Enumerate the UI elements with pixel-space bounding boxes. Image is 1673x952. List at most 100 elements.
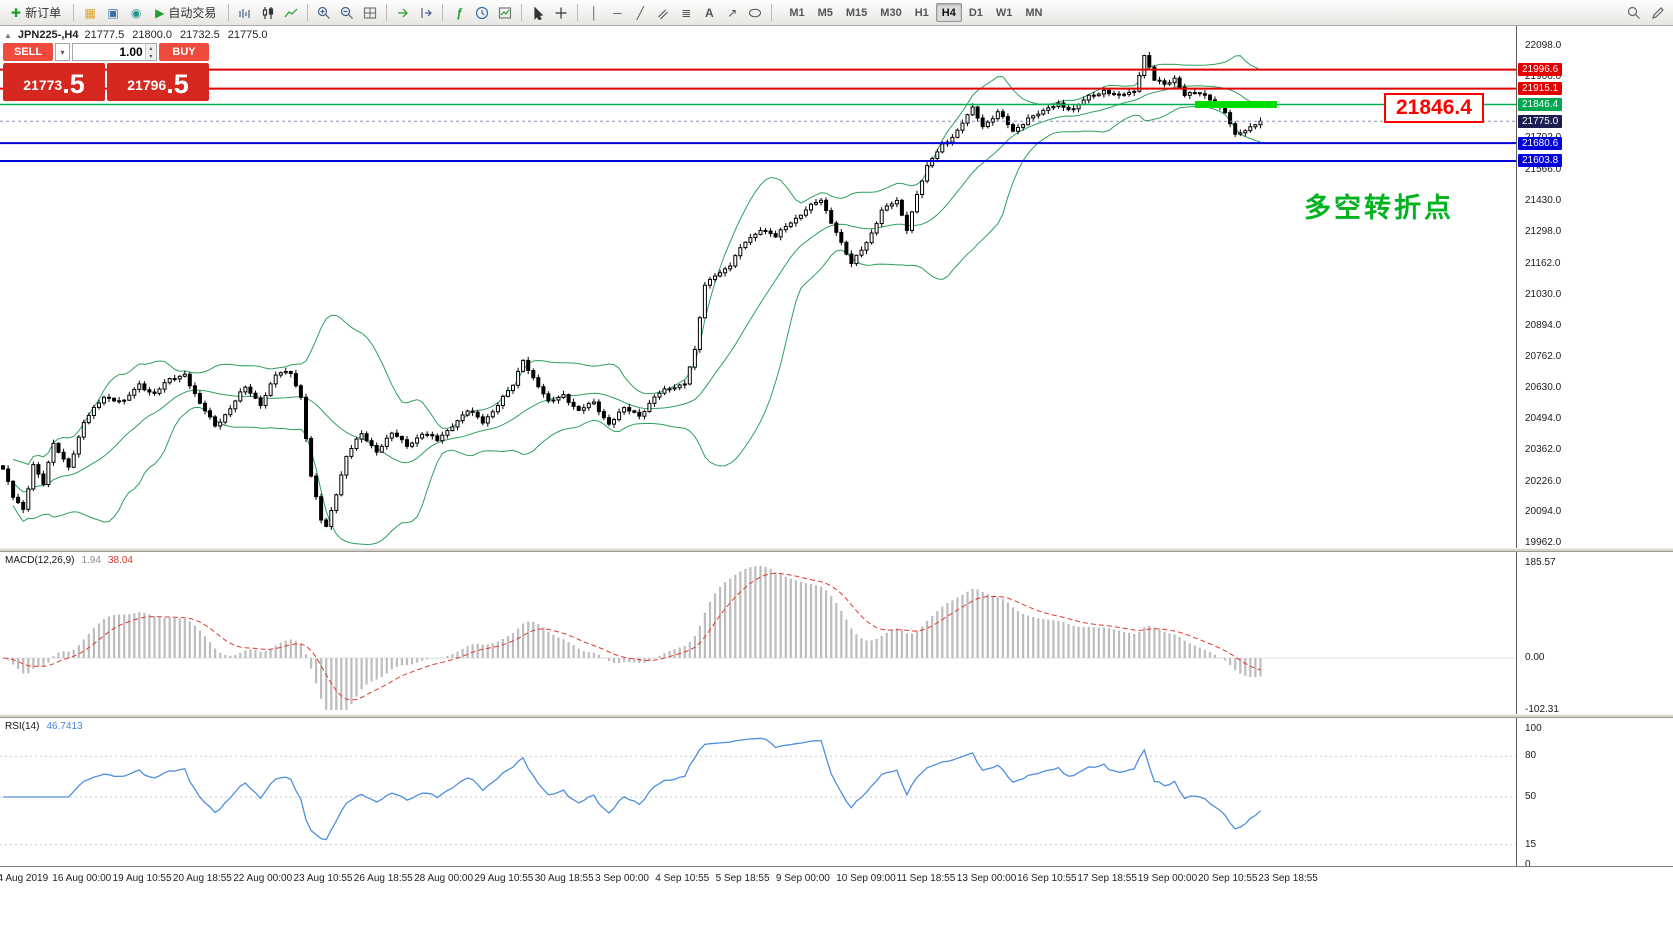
price-scale[interactable]: 22098.021966.021834.021702.021566.021430… xyxy=(1516,26,1673,548)
high-value: 21800.0 xyxy=(132,29,172,41)
time-axis-label: 28 Aug 00:00 xyxy=(414,873,474,884)
open-value: 21777.5 xyxy=(84,29,125,41)
scale-tick: 22098.0 xyxy=(1525,40,1562,51)
line-chart-icon xyxy=(284,8,298,17)
buy-price-button[interactable]: 21796 .5 xyxy=(107,63,209,101)
periods-button[interactable] xyxy=(471,2,493,23)
time-axis-label: 23 Sep 18:55 xyxy=(1258,873,1318,884)
horizontal-line-icon: ─ xyxy=(613,5,622,20)
close-value: 21775.0 xyxy=(227,29,268,41)
timeframe-m5-button[interactable]: M5 xyxy=(817,6,833,19)
chart-shift-button[interactable] xyxy=(415,2,437,23)
one-click-trading-panel: SELL ▾ ▴ ▾ BUY 21773 .5 21796 xyxy=(3,43,209,101)
timeframe-m15-button[interactable]: M15 xyxy=(845,6,868,19)
scale-tick: 20494.0 xyxy=(1525,413,1562,425)
time-axis-label: 10 Sep 09:00 xyxy=(836,873,896,884)
pencil-icon xyxy=(1652,6,1664,19)
templates-icon xyxy=(499,6,512,19)
one-click-collapse-arrow[interactable]: ▲ xyxy=(4,30,12,40)
timeframe-d1-button[interactable]: D1 xyxy=(968,6,983,19)
trendline-tool-button[interactable]: ╱ xyxy=(629,2,651,23)
macd-scale[interactable]: 185.57 0.00 -102.31 xyxy=(1516,552,1673,714)
market-watch-button[interactable]: ▦ xyxy=(79,2,101,23)
autotrading-button[interactable]: ▶ 自动交易 xyxy=(148,2,223,23)
scale-tick: -102.31 xyxy=(1525,704,1559,714)
timeframe-m30-button[interactable]: M30 xyxy=(880,6,902,19)
volume-down-button[interactable]: ▾ xyxy=(145,52,156,60)
market-watch-icon: ▦ xyxy=(84,5,96,20)
volume-spinner: ▴ ▾ xyxy=(144,44,156,60)
quick-edit-button[interactable] xyxy=(1647,2,1669,23)
timeframe-h4-button[interactable]: H4 xyxy=(935,3,962,22)
strategy-tester-button[interactable]: ◉ xyxy=(125,2,147,23)
turning-point-annotation[interactable]: 多空转折点 xyxy=(1304,193,1454,223)
search-button[interactable] xyxy=(1623,2,1645,23)
ellipse-icon xyxy=(749,8,762,17)
bar-chart-button[interactable] xyxy=(234,2,256,23)
rsi-scale[interactable]: 100 80 50 15 0 xyxy=(1516,718,1673,866)
candlestick-chart-button[interactable] xyxy=(257,2,279,23)
volume-dropdown-button[interactable]: ▾ xyxy=(55,43,70,61)
scale-tick: 21298.0 xyxy=(1525,226,1562,238)
horizontal-line-tool-button[interactable]: ─ xyxy=(606,2,628,23)
zoom-in-icon xyxy=(318,6,331,19)
main-chart-panel: ▲ JPN225-,H4 21777.5 21800.0 21732.5 217… xyxy=(0,26,1673,548)
toolbar-separator xyxy=(73,4,75,21)
scale-tick: 100 xyxy=(1525,723,1542,734)
price-callout-label[interactable]: 21846.4 xyxy=(1384,93,1484,123)
volume-input[interactable] xyxy=(73,44,145,60)
new-order-button[interactable]: ✚ 新订单 xyxy=(4,2,68,23)
cursor-icon xyxy=(534,6,544,20)
rsi-value: 46.7413 xyxy=(46,721,83,732)
timeframe-h1-button[interactable]: H1 xyxy=(914,6,929,19)
time-axis-label: 20 Aug 18:55 xyxy=(172,873,232,884)
cursor-button[interactable] xyxy=(527,2,549,23)
text-tool-button[interactable]: A xyxy=(698,2,720,23)
scale-tick: 21162.0 xyxy=(1525,257,1561,269)
macd-name: MACD(12,26,9) xyxy=(5,555,75,566)
panel-splitter[interactable] xyxy=(0,714,1673,718)
indicators-button[interactable]: ƒ xyxy=(448,2,470,23)
auto-scroll-button[interactable] xyxy=(392,2,414,23)
time-axis-label: 13 Sep 00:00 xyxy=(956,873,1017,884)
channel-tool-button[interactable] xyxy=(652,2,674,23)
symbol-info-bar: ▲ JPN225-,H4 21777.5 21800.0 21732.5 217… xyxy=(4,29,268,41)
fibonacci-tool-button[interactable]: ≣ xyxy=(675,2,697,23)
main-chart-canvas[interactable] xyxy=(0,26,1516,548)
volume-up-button[interactable]: ▴ xyxy=(145,44,156,52)
time-axis-label: 4 Sep 10:55 xyxy=(655,873,710,884)
time-axis-label: 3 Sep 00:00 xyxy=(595,873,649,884)
rsi-canvas[interactable] xyxy=(0,718,1516,866)
macd-canvas[interactable] xyxy=(0,552,1516,714)
sell-price-button[interactable]: 21773 .5 xyxy=(3,63,105,101)
zoom-out-button[interactable] xyxy=(336,2,358,23)
panel-splitter[interactable] xyxy=(0,548,1673,552)
sell-button[interactable]: SELL xyxy=(3,43,53,61)
vertical-line-tool-button[interactable]: │ xyxy=(583,2,605,23)
timeframe-w1-button[interactable]: W1 xyxy=(995,6,1013,19)
templates-button[interactable] xyxy=(494,2,516,23)
scale-tick: 185.57 xyxy=(1525,556,1556,568)
terminal-button[interactable]: ▣ xyxy=(102,2,124,23)
line-chart-button[interactable] xyxy=(280,2,302,23)
scale-tick: 19962.0 xyxy=(1525,537,1562,548)
arrows-tool-button[interactable]: ↗ xyxy=(721,2,743,23)
shapes-tool-button[interactable] xyxy=(744,2,766,23)
fibonacci-icon: ≣ xyxy=(681,5,692,20)
time-axis-label: 26 Aug 18:55 xyxy=(353,873,413,884)
chart-shift-icon xyxy=(421,7,433,18)
crosshair-button[interactable] xyxy=(550,2,572,23)
new-order-label: 新订单 xyxy=(25,6,62,20)
zoom-in-button[interactable] xyxy=(313,2,335,23)
scale-tick: 15 xyxy=(1525,838,1537,850)
tile-windows-button[interactable] xyxy=(359,2,381,23)
timeframe-mn-button[interactable]: MN xyxy=(1025,6,1043,19)
buy-button[interactable]: BUY xyxy=(159,43,209,61)
time-axis-label: 11 Sep 18:55 xyxy=(896,873,956,884)
time-axis-label: 17 Sep 18:55 xyxy=(1077,873,1137,884)
ohlc-values: 21777.5 21800.0 21732.5 21775.0 xyxy=(84,29,267,41)
timeframe-m1-button[interactable]: M1 xyxy=(789,6,805,19)
scale-tick: 21430.0 xyxy=(1525,195,1562,207)
